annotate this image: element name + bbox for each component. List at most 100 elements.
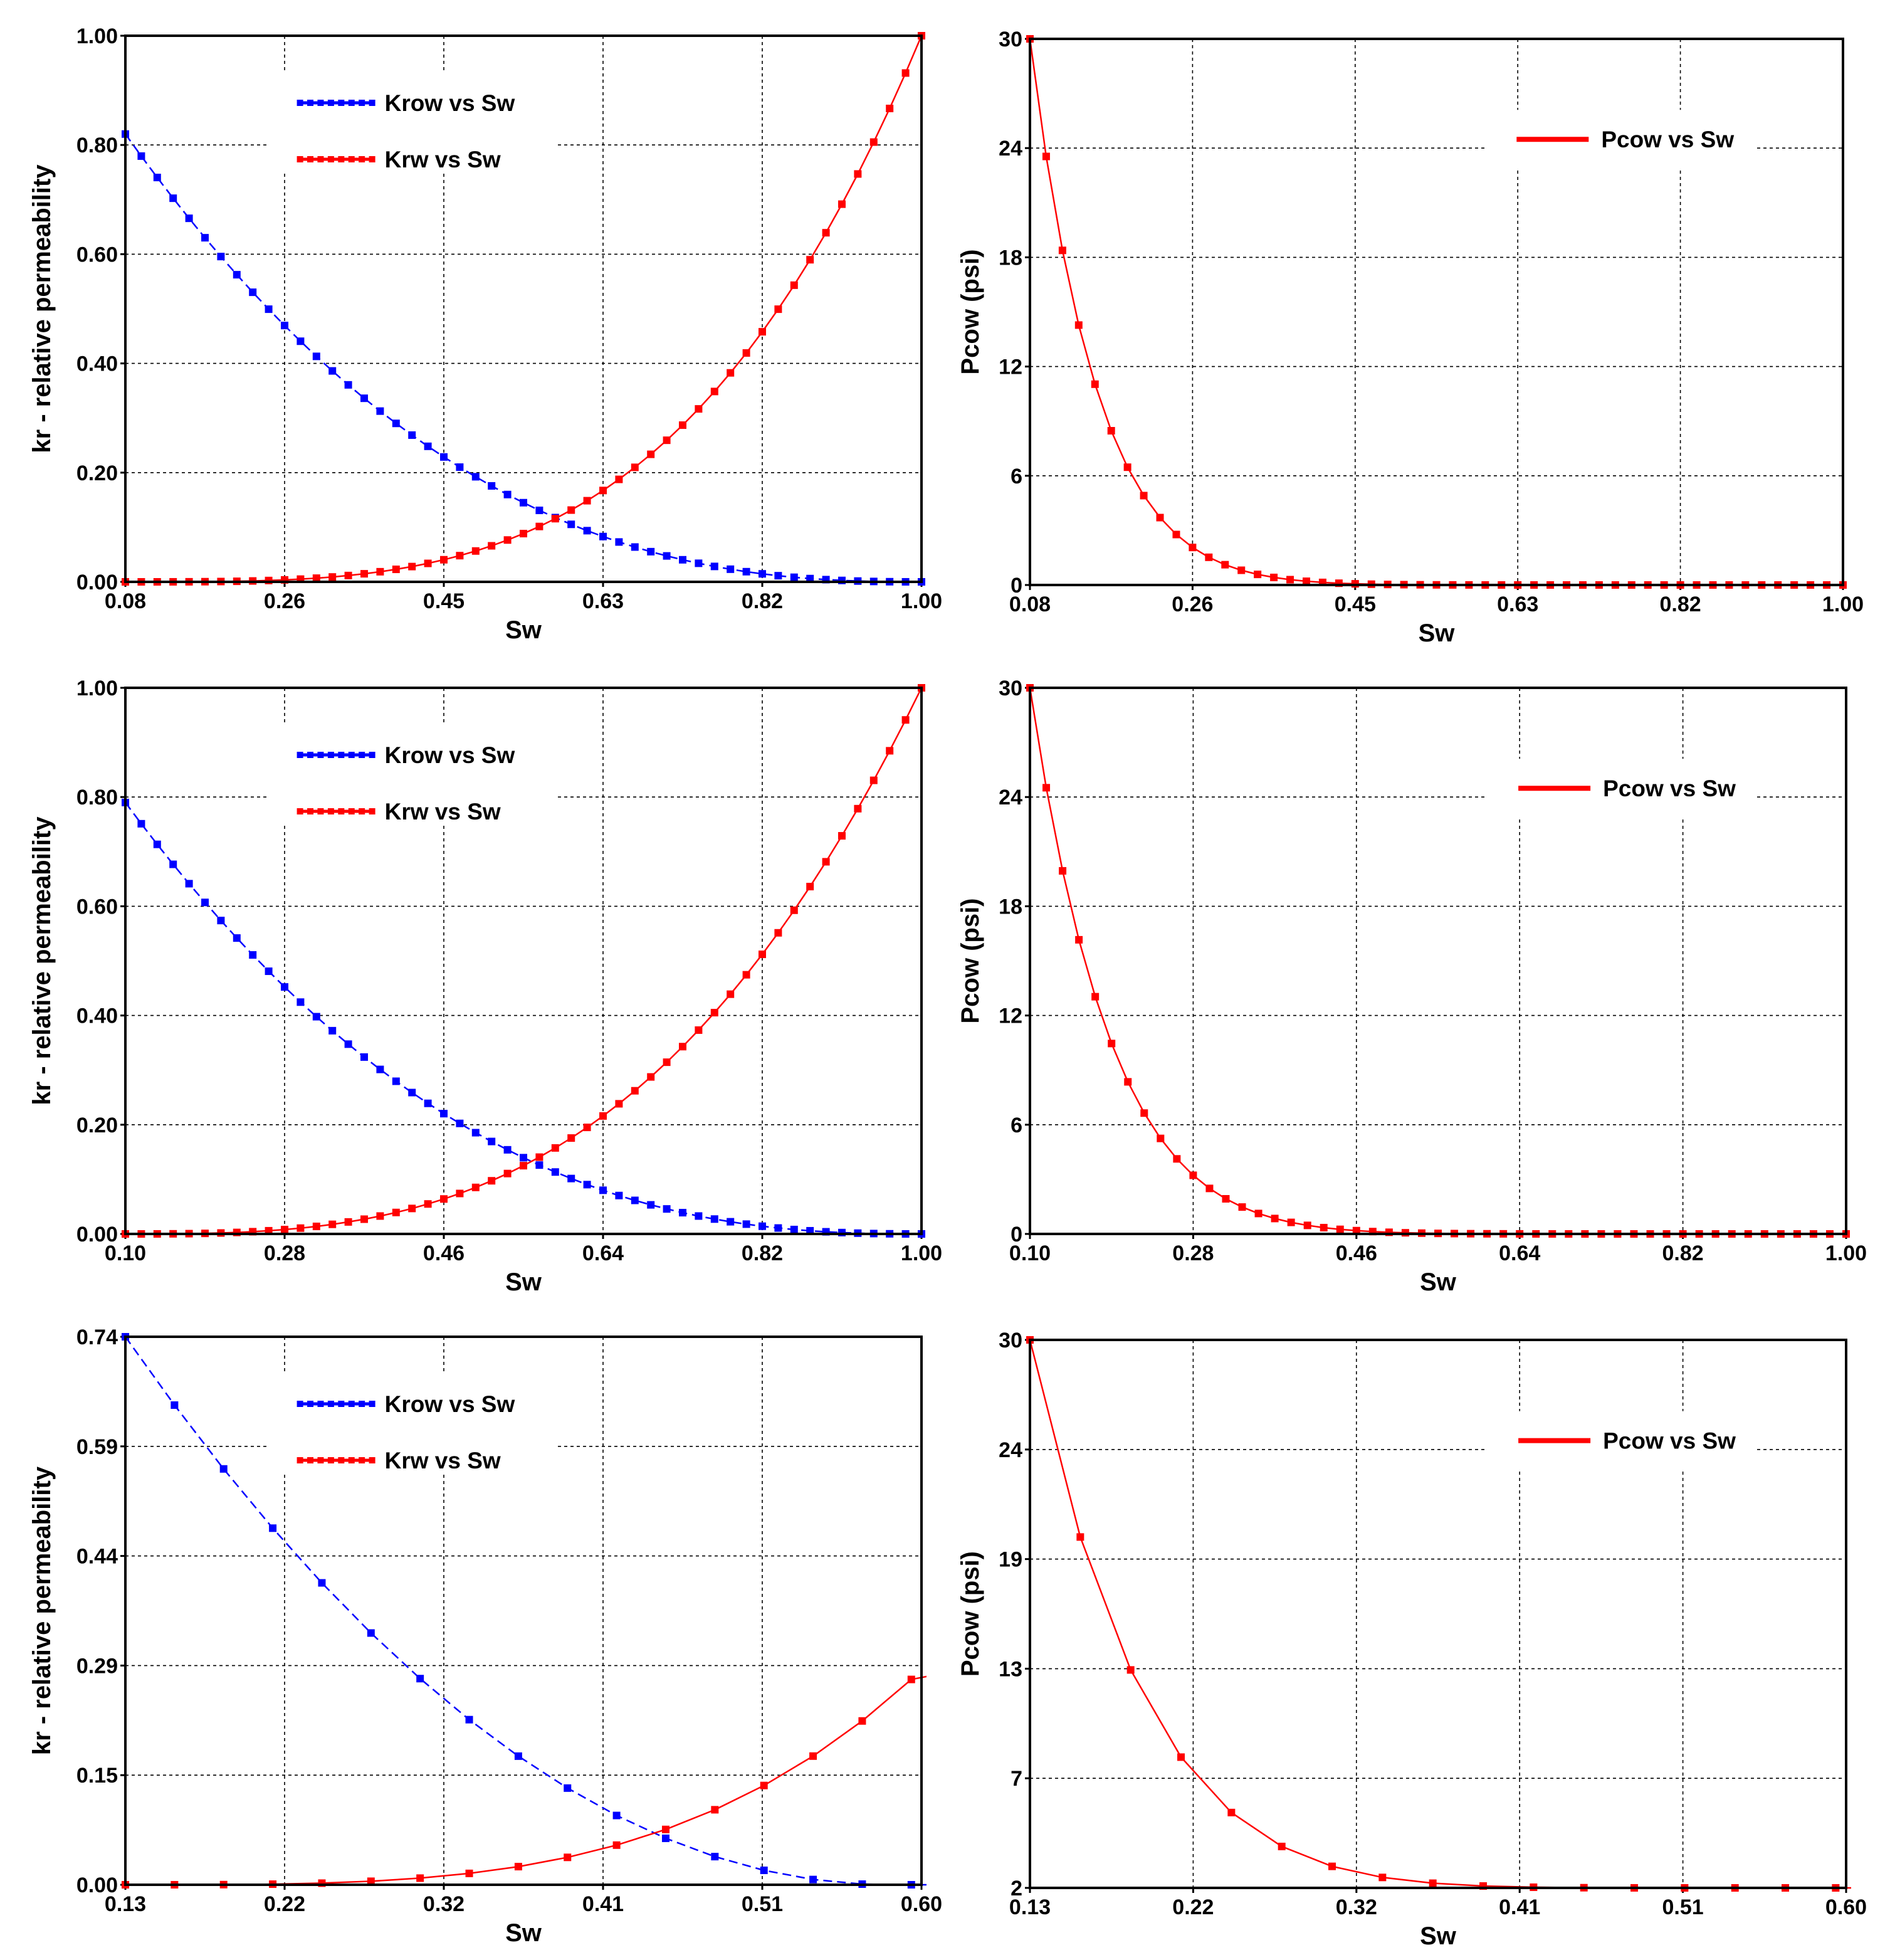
data-point <box>217 253 225 261</box>
data-point <box>440 1195 448 1203</box>
y-tick-label: 0.80 <box>76 134 118 157</box>
x-tick-label: 0.51 <box>742 1892 783 1916</box>
data-point <box>774 929 782 937</box>
data-point <box>727 1218 735 1226</box>
y-tick-label: 1.00 <box>76 677 118 700</box>
data-point <box>647 1201 655 1209</box>
y-tick-label: 0.00 <box>76 1223 118 1246</box>
x-axis-label: Sw <box>505 1919 542 1947</box>
data-point <box>281 983 288 991</box>
data-point <box>854 804 862 813</box>
x-tick-label: 0.10 <box>105 1241 146 1265</box>
data-point <box>408 431 416 439</box>
data-point <box>408 562 416 571</box>
x-tick-label: 0.63 <box>1497 593 1538 616</box>
data-point <box>567 1174 575 1183</box>
legend-marker <box>307 1401 314 1407</box>
data-point <box>822 229 830 237</box>
data-point <box>901 69 910 77</box>
data-point <box>583 1124 591 1132</box>
legend-label: Krow vs Sw <box>385 742 515 768</box>
data-point <box>612 1841 621 1849</box>
data-point <box>727 565 735 573</box>
data-point <box>471 473 480 481</box>
y-tick-label: 24 <box>999 137 1022 161</box>
y-axis-label: kr - relative permeability <box>28 816 56 1105</box>
data-point <box>858 1717 866 1725</box>
chart-pc2: 0.10 0.28 0.46 0.64 0.82 1.00 0 6 12 18 24 30 Sw Pcow… <box>957 677 1867 1296</box>
data-point <box>265 967 273 976</box>
data-point <box>886 104 894 112</box>
data-point <box>615 475 623 483</box>
data-point <box>328 1220 337 1228</box>
data-point <box>1173 1155 1181 1163</box>
data-point <box>153 840 161 848</box>
y-tick-label: 1.00 <box>76 24 118 48</box>
legend-marker <box>327 1401 334 1407</box>
data-point <box>440 453 448 461</box>
data-point <box>647 547 655 556</box>
data-point <box>328 367 337 375</box>
data-point <box>471 1183 480 1191</box>
legend-marker <box>369 1457 375 1463</box>
data-point <box>612 1811 621 1820</box>
legend-marker <box>359 752 365 758</box>
data-point <box>679 1043 686 1051</box>
data-point <box>456 1189 464 1198</box>
x-tick-label: 0.45 <box>423 589 465 613</box>
chart-kr2: 0.10 0.28 0.46 0.64 0.82 1.00 0.00 0.20 0.40 0.60… <box>28 677 942 1296</box>
data-point <box>344 1040 352 1048</box>
y-tick-label: 30 <box>999 28 1022 51</box>
data-point <box>567 520 575 529</box>
y-tick-label: 24 <box>999 786 1022 809</box>
data-point <box>806 256 814 264</box>
data-point <box>1352 1226 1360 1235</box>
data-point <box>838 200 846 208</box>
legend-marker <box>327 808 334 814</box>
plot-frame <box>1029 687 1847 1235</box>
x-tick-label: 0.08 <box>105 589 146 613</box>
legend-marker <box>338 1401 345 1407</box>
data-point <box>742 971 750 979</box>
data-point <box>1126 1666 1135 1674</box>
data-point <box>790 906 798 914</box>
legend-marker <box>369 156 375 162</box>
x-tick-label: 0.13 <box>1009 1895 1051 1919</box>
data-point <box>1156 514 1164 522</box>
legend-marker <box>307 100 314 106</box>
data-point <box>774 1224 782 1232</box>
data-point <box>822 858 830 866</box>
data-point <box>790 281 798 289</box>
y-tick-label: 0.80 <box>76 786 118 809</box>
data-point <box>185 880 193 888</box>
legend-marker <box>369 808 375 814</box>
legend-label: Pcow vs Sw <box>1601 127 1734 152</box>
legend-label: Krw vs Sw <box>385 1448 501 1473</box>
y-tick-label: 0.44 <box>76 1545 118 1569</box>
data-point <box>760 1781 768 1789</box>
data-point <box>312 1222 320 1230</box>
data-point <box>1336 1225 1344 1233</box>
legend-marker <box>348 100 355 106</box>
data-point <box>416 1874 424 1882</box>
data-point <box>1140 492 1148 500</box>
data-point <box>520 1162 527 1170</box>
legend-label: Krow vs Sw <box>385 90 515 116</box>
data-point <box>774 305 782 313</box>
x-tick-label: 0.22 <box>1172 1895 1214 1919</box>
data-point <box>854 170 862 178</box>
y-tick-label: 0.74 <box>76 1325 118 1349</box>
data-point <box>392 419 400 428</box>
y-axis-label: kr - relative permeability <box>28 164 56 453</box>
data-point <box>514 1752 522 1760</box>
y-tick-label: 0.20 <box>76 461 118 485</box>
legend-marker <box>359 156 365 162</box>
data-point <box>424 1200 432 1208</box>
legend-marker <box>359 1457 365 1463</box>
data-point <box>535 1161 543 1169</box>
x-tick-label: 1.00 <box>901 589 942 613</box>
data-point <box>727 990 735 998</box>
x-tick-label: 0.28 <box>1172 1241 1214 1265</box>
legend-marker <box>338 1457 345 1463</box>
data-point <box>249 951 257 959</box>
